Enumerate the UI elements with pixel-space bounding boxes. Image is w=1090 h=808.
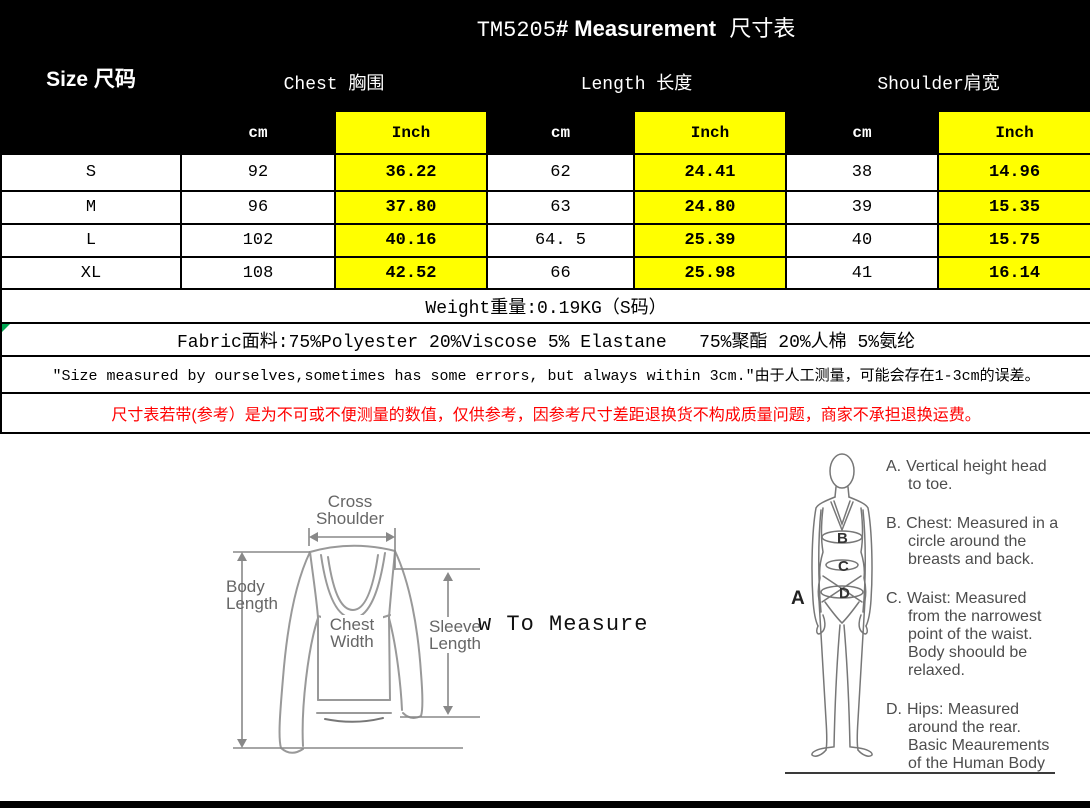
group-header-length: Length 长度 — [486, 52, 787, 112]
body-length-label: Body Length — [226, 577, 278, 613]
chest-cm: 96 — [180, 190, 336, 225]
length-inch: 24.80 — [633, 190, 787, 225]
guide-item-label: D. — [886, 701, 902, 718]
guide-item-text: Chest: Measured in a circle around the b… — [906, 515, 1059, 568]
shoulder-cm: 40 — [785, 223, 939, 258]
unit-cm-shoulder: cm — [785, 110, 939, 155]
size-label: S — [0, 153, 182, 192]
chest-cm: 102 — [180, 223, 336, 258]
figure-letter-b: B — [837, 530, 848, 547]
figure-letter-c: C — [838, 558, 849, 575]
unit-inch-shoulder: Inch — [936, 110, 1090, 155]
guide-underline — [785, 772, 1055, 774]
unit-cm-chest: cm — [180, 110, 336, 155]
length-inch: 24.41 — [633, 153, 787, 192]
size-label: M — [0, 190, 182, 225]
shoulder-inch: 14.96 — [936, 153, 1090, 192]
guide-item-d: D. Hips: Measured around the rear. Basic … — [886, 701, 1062, 773]
sleeve-length-label: Sleeve Length — [423, 617, 487, 653]
weight-row: Weight重量:0.19KG（S码） — [0, 288, 1090, 324]
size-header-cell: Size 尺码 — [0, 0, 182, 155]
guide-item-b: B. Chest: Measured in a circle around the… — [886, 515, 1062, 569]
size-label: L — [0, 223, 182, 258]
cross-shoulder-label: Cross Shoulder — [315, 492, 385, 528]
sweater-diagram — [233, 528, 480, 754]
unit-cm-length: cm — [486, 110, 635, 155]
guide-item-text: Waist: Measured from the narrowest point… — [907, 590, 1042, 679]
chest-inch: 36.22 — [334, 153, 488, 192]
guide-item-text: Hips: Measured around the rear. Basic Me… — [907, 701, 1050, 772]
figure-letter-d: D — [839, 585, 850, 602]
guide-item-label: C. — [886, 590, 902, 607]
length-cm: 64. 5 — [486, 223, 635, 258]
chest-inch: 40.16 — [334, 223, 488, 258]
shoulder-cm: 41 — [785, 256, 939, 290]
length-inch: 25.39 — [633, 223, 787, 258]
warning-row: 尺寸表若带(参考）是为不可或不便测量的数值，仅供参考，因参考尺寸差距退换货不构成… — [0, 392, 1090, 434]
shoulder-inch: 15.35 — [936, 190, 1090, 225]
body-figure — [811, 453, 873, 757]
group-header-shoulder: Shoulder肩宽 — [784, 52, 1090, 112]
chest-cm: 108 — [180, 256, 336, 290]
title-main: # Measurement — [555, 16, 717, 41]
table-row: M 96 37.80 63 24.80 39 15.35 — [0, 190, 1090, 225]
size-label: XL — [0, 256, 182, 290]
how-to-measure-title: w To Measure — [478, 612, 649, 637]
fabric-row: Fabric面料:75%Polyester 20%Viscose 5% Elas… — [0, 322, 1090, 357]
guide-item-c: C. Waist: Measured from the narrowest poi… — [886, 590, 1062, 680]
how-to-measure-diagram: Cross Shoulder Body Length Chest Width S… — [0, 432, 1090, 808]
size-header-label: Size 尺码 — [46, 67, 136, 91]
size-table: Size 尺码 TM5205# Measurement 尺寸表 Chest 胸围… — [0, 0, 1090, 434]
length-inch: 25.98 — [633, 256, 787, 290]
shoulder-cm: 38 — [785, 153, 939, 192]
guide-item-label: B. — [886, 515, 902, 532]
chest-inch: 42.52 — [334, 256, 488, 290]
table-title: TM5205# Measurement 尺寸表 — [179, 0, 1090, 54]
table-row: S 92 36.22 62 24.41 38 14.96 — [0, 153, 1090, 192]
size-note-row: ″Size measured by ourselves,sometimes ha… — [0, 355, 1090, 394]
chest-cm: 92 — [180, 153, 336, 192]
unit-inch-chest: Inch — [334, 110, 488, 155]
guide-item-label: A. — [886, 458, 902, 475]
table-row: L 102 40.16 64. 5 25.39 40 15.75 — [0, 223, 1090, 258]
measure-guide: A. Vertical height head to toe. B. Chest: … — [886, 458, 1062, 794]
shoulder-inch: 16.14 — [936, 256, 1090, 290]
chest-width-label: Chest Width — [321, 615, 383, 651]
table-row: XL 108 42.52 66 25.98 41 16.14 — [0, 256, 1090, 290]
title-code: TM5205 — [476, 18, 556, 43]
chest-inch: 37.80 — [334, 190, 488, 225]
guide-item-a: A. Vertical height head to toe. — [886, 458, 1062, 494]
title-cjk: 尺寸表 — [716, 18, 796, 43]
length-cm: 63 — [486, 190, 635, 225]
length-cm: 66 — [486, 256, 635, 290]
shoulder-inch: 15.75 — [936, 223, 1090, 258]
spreadsheet-corner-marker — [2, 324, 10, 332]
length-cm: 62 — [486, 153, 635, 192]
unit-inch-length: Inch — [633, 110, 787, 155]
guide-item-text: Vertical height head to toe. — [906, 458, 1047, 493]
figure-letter-a: A — [791, 588, 805, 609]
bottom-bar — [0, 801, 1090, 808]
group-header-chest: Chest 胸围 — [180, 52, 488, 112]
shoulder-cm: 39 — [785, 190, 939, 225]
